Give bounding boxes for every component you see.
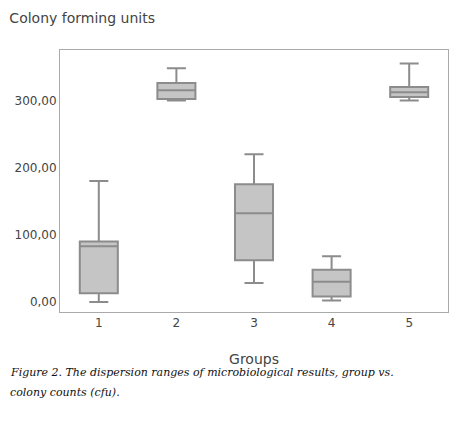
- svg-text:Colony forming units: Colony forming units: [9, 10, 155, 26]
- svg-text:2: 2: [173, 316, 181, 330]
- svg-text:3: 3: [250, 316, 258, 330]
- svg-text:Groups: Groups: [229, 351, 279, 367]
- svg-text:200,00: 200,00: [15, 161, 57, 175]
- svg-text:100,00: 100,00: [15, 228, 57, 242]
- svg-text:1: 1: [95, 316, 103, 330]
- svg-text:Figure 2. The dispersion range: Figure 2. The dispersion ranges of micro…: [10, 366, 394, 379]
- svg-text:300,00: 300,00: [15, 94, 57, 108]
- svg-text:colony counts (cfu).: colony counts (cfu).: [10, 386, 120, 399]
- svg-text:5: 5: [405, 316, 413, 330]
- svg-text:0,00: 0,00: [30, 295, 57, 309]
- svg-text:4: 4: [328, 316, 336, 330]
